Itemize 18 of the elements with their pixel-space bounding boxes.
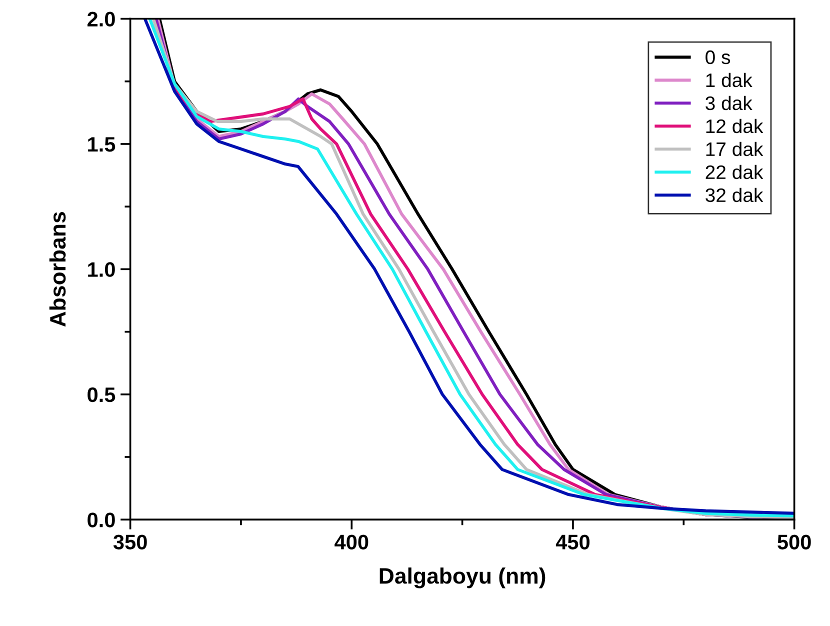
x-tick-label: 400 — [334, 534, 368, 550]
y-tick-label: 0.0 — [88, 512, 115, 528]
y-tick-label: 2.0 — [87, 12, 115, 27]
y-tick-label: 0.5 — [88, 387, 116, 402]
x-axis-title: Dalgaboyu (nm) — [380, 567, 546, 588]
x-tick-label: 350 — [113, 534, 147, 550]
legend-label: 0 s — [706, 50, 730, 64]
x-tick-label: 500 — [778, 534, 811, 550]
y-tick-label: 1.0 — [88, 262, 115, 277]
legend-label: 32 dak — [706, 188, 764, 202]
legend-label: 12 dak — [706, 118, 764, 134]
y-tick-label: 1.5 — [88, 137, 116, 152]
legend-label: 1 dak — [706, 72, 752, 88]
x-tick-label: 450 — [556, 534, 590, 550]
legend-label: 3 dak — [706, 96, 752, 110]
legend-label: 22 dak — [706, 164, 764, 180]
legend-label: 17 dak — [706, 142, 764, 156]
y-axis-title: Absorbans — [49, 212, 66, 327]
